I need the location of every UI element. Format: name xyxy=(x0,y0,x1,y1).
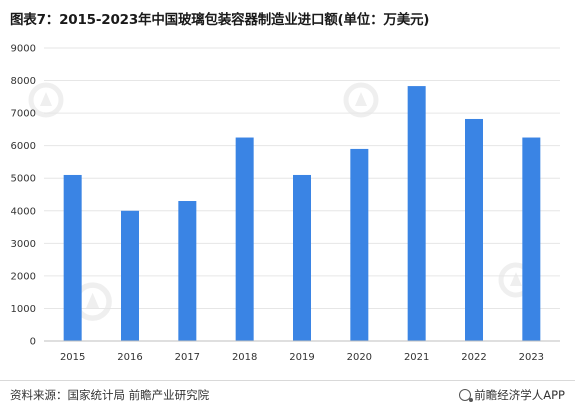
y-tick-label: 8000 xyxy=(11,76,36,87)
bar-2022 xyxy=(465,118,483,342)
y-tick-label: 1000 xyxy=(11,304,36,315)
brand-label: 前瞻经济学人APP xyxy=(459,387,565,403)
y-tick-label: 4000 xyxy=(11,206,36,217)
x-tick-label: 2019 xyxy=(289,352,314,363)
bar-2020 xyxy=(350,148,369,341)
x-tick-label: 2023 xyxy=(519,352,544,363)
bar-2021 xyxy=(407,86,426,341)
chart-area: 0 1000 2000 3000 4000 5000 6000 7000 8000 9000 20… xyxy=(0,34,575,374)
watermark-logo xyxy=(343,82,379,118)
watermark-logo xyxy=(28,82,64,118)
y-axis-tick-labels: 0 1000 2000 3000 4000 5000 6000 7000 8000 9000 xyxy=(11,44,36,348)
x-tick-label: 2022 xyxy=(461,352,486,363)
watermark-layer xyxy=(28,82,534,321)
x-tick-label: 2020 xyxy=(347,352,372,363)
y-tick-label: 0 xyxy=(30,337,36,348)
search-icon xyxy=(459,389,474,402)
y-tick-label: 9000 xyxy=(11,44,36,55)
x-tick-label: 2017 xyxy=(175,352,200,363)
footer: 资料来源：国家统计局 前瞻产业研究院 前瞻经济学人APP xyxy=(0,380,575,407)
y-tick-label: 7000 xyxy=(11,109,36,120)
x-tick-label: 2018 xyxy=(232,352,257,363)
bar-2015 xyxy=(63,174,82,341)
chart-title: 图表7：2015-2023年中国玻璃包装容器制造业进口额(单位：万美元) xyxy=(10,12,430,28)
y-tick-label: 3000 xyxy=(11,239,36,250)
bar-2018 xyxy=(235,137,254,341)
source-note: 资料来源：国家统计局 前瞻产业研究院 xyxy=(10,388,210,402)
y-tick-label: 6000 xyxy=(11,141,36,152)
bar-2017 xyxy=(178,201,197,341)
x-tick-label: 2016 xyxy=(117,352,142,363)
y-tick-label: 2000 xyxy=(11,271,36,282)
bar-2019 xyxy=(293,174,311,341)
y-tick-label: 5000 xyxy=(11,174,36,185)
x-tick-label: 2015 xyxy=(60,352,85,363)
brand-text: 前瞻经济学人APP xyxy=(474,388,565,402)
bar-2023 xyxy=(522,137,541,341)
bars xyxy=(63,86,541,342)
bar-chart: 0 1000 2000 3000 4000 5000 6000 7000 8000 9000 20… xyxy=(11,44,560,363)
x-tick-label: 2021 xyxy=(404,352,429,363)
bar-2016 xyxy=(121,210,139,341)
x-axis-tick-labels: 2015 2016 2017 2018 2019 2020 2021 2022 2023 xyxy=(60,352,544,363)
